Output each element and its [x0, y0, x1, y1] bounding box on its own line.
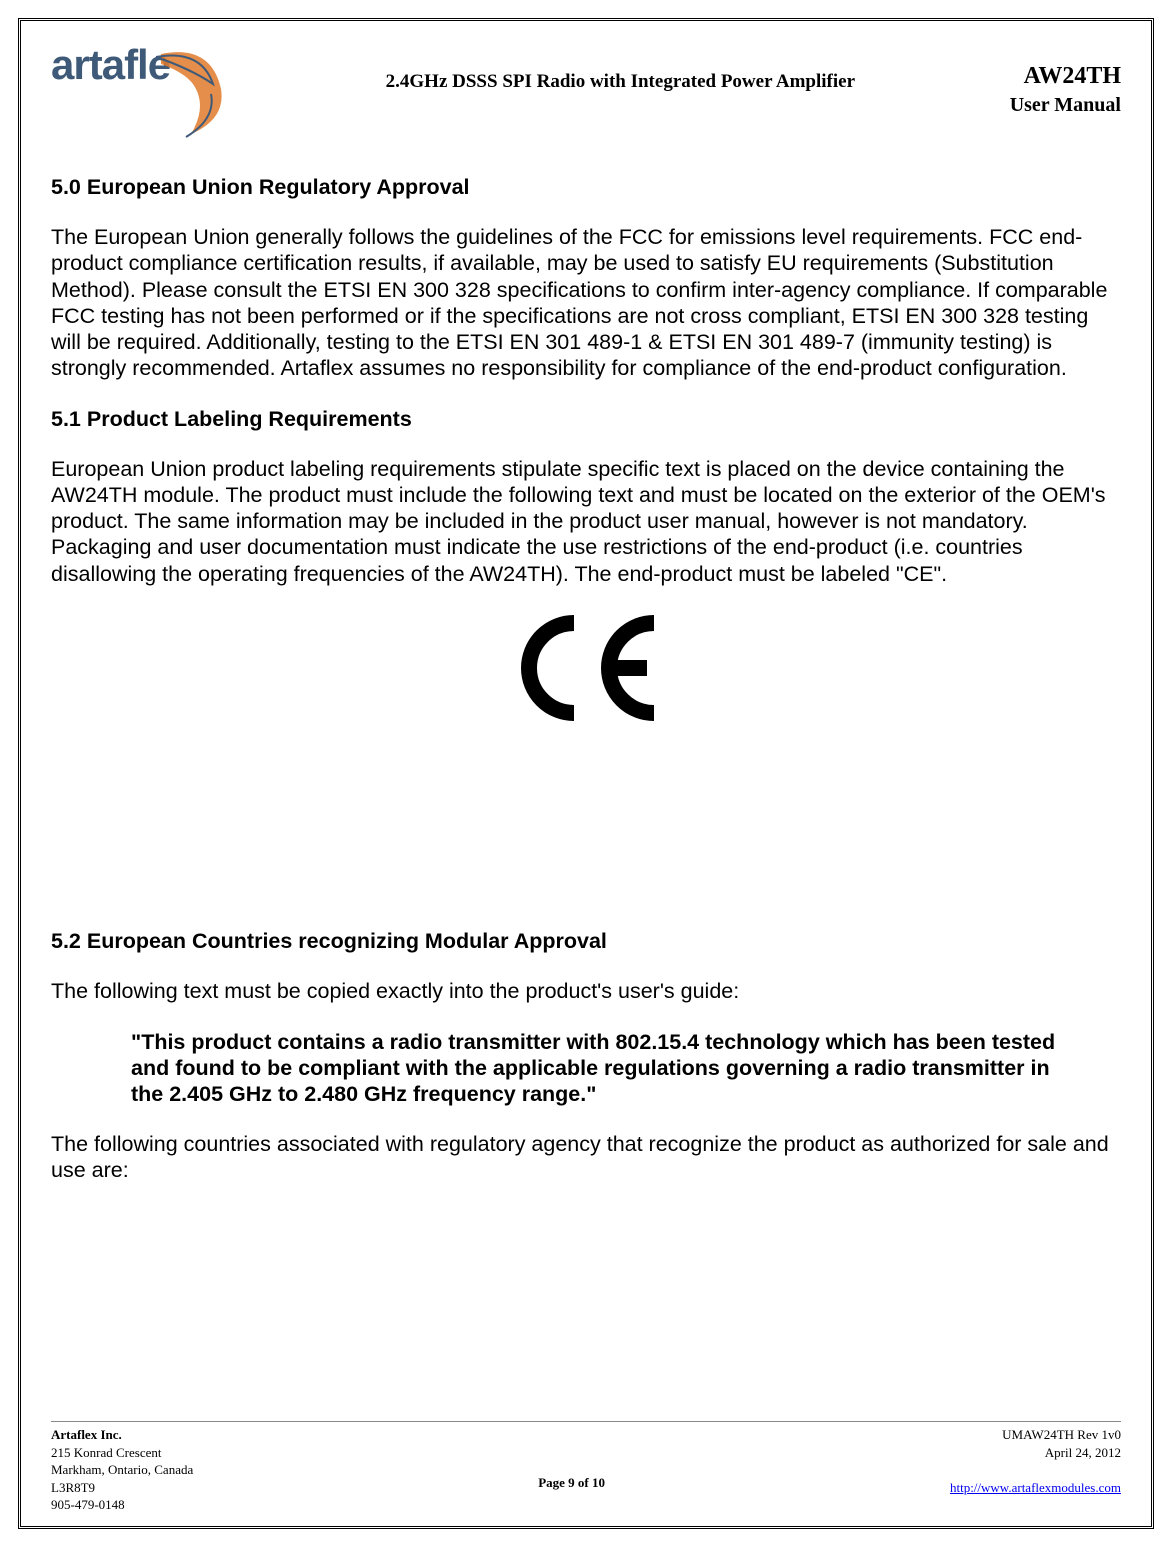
footer-phone: 905-479-0148	[51, 1496, 193, 1514]
footer-link[interactable]: http://www.artaflexmodules.com	[950, 1480, 1121, 1495]
intro-5-2: The following text must be copied exactl…	[51, 978, 1121, 1004]
page-border: artafle 2.4GHz DSSS SPI Radio with Integ…	[18, 18, 1154, 1529]
page-header: artafle 2.4GHz DSSS SPI Radio with Integ…	[51, 41, 1121, 146]
footer-rev: UMAW24TH Rev 1v0	[950, 1426, 1121, 1444]
quote-5-2: "This product contains a radio transmitt…	[131, 1029, 1081, 1108]
header-title: 2.4GHz DSSS SPI Radio with Integrated Po…	[231, 41, 1010, 93]
footer-date: April 24, 2012	[950, 1444, 1121, 1462]
footer-company: Artaflex Inc.	[51, 1426, 193, 1444]
footer-addr3: L3R8T9	[51, 1479, 193, 1497]
footer-page: Page 9 of 10	[538, 1448, 605, 1492]
footer-right: UMAW24TH Rev 1v0 April 24, 2012 http://w…	[950, 1426, 1121, 1514]
footer-addr2: Markham, Ontario, Canada	[51, 1461, 193, 1479]
heading-5-1: 5.1 Product Labeling Requirements	[51, 406, 1121, 432]
footer-page-number: Page 9 of 10	[538, 1475, 605, 1490]
ce-mark-icon	[51, 613, 1121, 748]
content-body: 5.0 European Union Regulatory Approval T…	[51, 174, 1121, 1421]
logo-text-arta: arta	[51, 41, 124, 89]
body-5-1: European Union product labeling requirem…	[51, 456, 1121, 587]
page-footer: Artaflex Inc. 215 Konrad Crescent Markha…	[51, 1421, 1121, 1514]
logo-swirl-icon	[151, 49, 241, 149]
after-5-2: The following countries associated with …	[51, 1131, 1121, 1183]
footer-left: Artaflex Inc. 215 Konrad Crescent Markha…	[51, 1426, 193, 1514]
heading-5-2: 5.2 European Countries recognizing Modul…	[51, 928, 1121, 954]
header-right: AW24TH User Manual	[1010, 41, 1121, 117]
artaflex-logo: artafle	[51, 41, 231, 146]
heading-5-0: 5.0 European Union Regulatory Approval	[51, 174, 1121, 200]
doc-subtitle: User Manual	[1010, 94, 1121, 117]
model-number: AW24TH	[1010, 63, 1121, 90]
body-5-0: The European Union generally follows the…	[51, 224, 1121, 381]
logo-block: artafle	[51, 41, 231, 146]
footer-addr1: 215 Konrad Crescent	[51, 1444, 193, 1462]
